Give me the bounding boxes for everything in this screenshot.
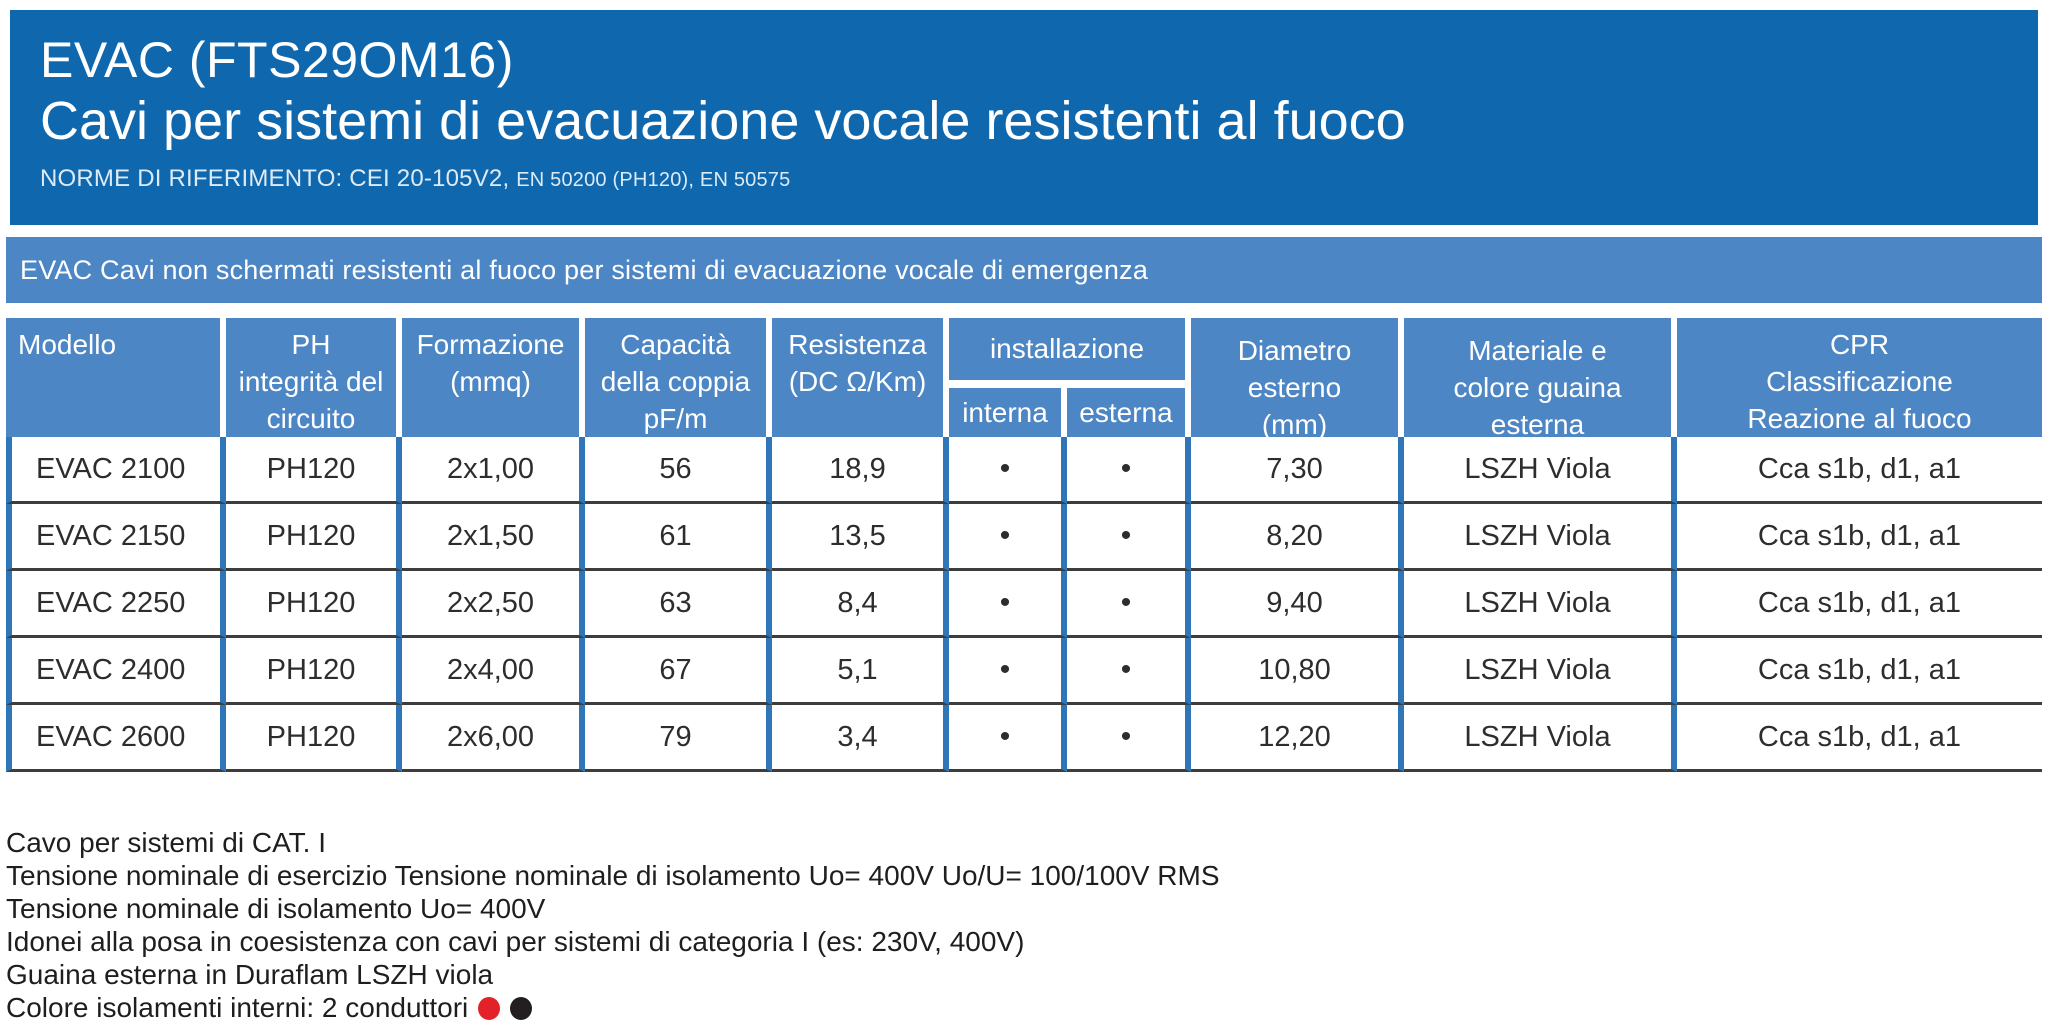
product-table: Modello PH integrità del circuito Formaz… [6, 318, 2042, 772]
cell-install-esterna: • [1067, 705, 1191, 772]
cell-sheath: LSZH Viola [1404, 638, 1677, 705]
cell-diameter: 8,20 [1191, 504, 1404, 571]
cell-cpr: Cca s1b, d1, a1 [1677, 571, 2042, 638]
cell-model: EVAC 2400 [6, 638, 226, 705]
cell-formation: 2x4,00 [402, 638, 585, 705]
black-conductor-dot [510, 997, 533, 1020]
table-row: EVAC 2100 PH120 2x1,00 56 18,9 • • 7,30 … [6, 437, 2042, 504]
installazione-subheaders: interna esterna [949, 388, 1185, 437]
series-banner: EVAC Cavi non schermati resistenti al fu… [6, 237, 2042, 303]
cell-sheath: LSZH Viola [1404, 705, 1677, 772]
cell-ph: PH120 [226, 504, 402, 571]
cell-sheath: LSZH Viola [1404, 571, 1677, 638]
cell-resistance: 5,1 [772, 638, 949, 705]
cell-cpr: Cca s1b, d1, a1 [1677, 437, 2042, 504]
cell-resistance: 3,4 [772, 705, 949, 772]
cell-install-interna: • [949, 705, 1067, 772]
cell-diameter: 10,80 [1191, 638, 1404, 705]
cell-install-interna: • [949, 571, 1067, 638]
col-header-modello: Modello [6, 318, 226, 437]
cell-ph: PH120 [226, 638, 402, 705]
cell-capacity: 56 [585, 437, 772, 504]
product-code-title: EVAC (FTS29OM16) [40, 32, 514, 88]
cell-capacity: 67 [585, 638, 772, 705]
col-header-materiale: Materiale e colore guaina esterna [1404, 318, 1677, 437]
col-header-ph: PH integrità del circuito [226, 318, 402, 437]
table-row: EVAC 2150 PH120 2x1,50 61 13,5 • • 8,20 … [6, 504, 2042, 571]
table-row: EVAC 2400 PH120 2x4,00 67 5,1 • • 10,80 … [6, 638, 2042, 705]
col-header-cpr: CPR Classificazione Reazione al fuoco [1677, 318, 2042, 437]
col-header-diametro: Diametro esterno (mm) [1191, 318, 1404, 437]
cell-model: EVAC 2250 [6, 571, 226, 638]
reference-norms: NORME DI RIFERIMENTO: CEI 20-105V2, EN 5… [40, 164, 2038, 195]
cell-formation: 2x6,00 [402, 705, 585, 772]
cell-resistance: 8,4 [772, 571, 949, 638]
col-header-esterna: esterna [1067, 388, 1185, 437]
table-row: EVAC 2250 PH120 2x2,50 63 8,4 • • 9,40 L… [6, 571, 2042, 638]
cell-install-interna: • [949, 638, 1067, 705]
reference-norms-main: NORME DI RIFERIMENTO: CEI 20-105V2, [40, 165, 510, 192]
footer-notes: Cavo per sistemi di CAT. I Tensione nomi… [6, 826, 1220, 1024]
cell-formation: 2x1,50 [402, 504, 585, 571]
cell-capacity: 61 [585, 504, 772, 571]
table-row: EVAC 2600 PH120 2x6,00 79 3,4 • • 12,20 … [6, 705, 2042, 772]
cell-capacity: 79 [585, 705, 772, 772]
cell-install-esterna: • [1067, 638, 1191, 705]
cell-model: EVAC 2150 [6, 504, 226, 571]
cell-formation: 2x1,00 [402, 437, 585, 504]
cell-install-esterna: • [1067, 571, 1191, 638]
cell-sheath: LSZH Viola [1404, 437, 1677, 504]
cell-ph: PH120 [226, 571, 402, 638]
col-header-interna: interna [949, 388, 1061, 437]
cell-model: EVAC 2100 [6, 437, 226, 504]
col-header-installazione-group: installazione interna esterna [949, 318, 1191, 437]
cell-install-esterna: • [1067, 504, 1191, 571]
cell-capacity: 63 [585, 571, 772, 638]
table-header-row: Modello PH integrità del circuito Formaz… [6, 318, 2042, 437]
col-header-resistenza: Resistenza (DC Ω/Km) [772, 318, 949, 437]
product-description-title: Cavi per sistemi di evacuazione vocale r… [40, 91, 1406, 151]
note-category: Cavo per sistemi di CAT. I [6, 827, 327, 858]
cell-cpr: Cca s1b, d1, a1 [1677, 705, 2042, 772]
cell-model: EVAC 2600 [6, 705, 226, 772]
cell-ph: PH120 [226, 705, 402, 772]
cell-resistance: 18,9 [772, 437, 949, 504]
cell-install-interna: • [949, 504, 1067, 571]
note-voltage-exercise: Tensione nominale di esercizio Tensione … [6, 860, 1220, 891]
note-sheath: Guaina esterna in Duraflam LSZH viola [6, 959, 494, 990]
cell-diameter: 9,40 [1191, 571, 1404, 638]
cell-cpr: Cca s1b, d1, a1 [1677, 638, 2042, 705]
note-insulation-colors: Colore isolamenti interni: 2 conduttori [6, 991, 1220, 1024]
cell-resistance: 13,5 [772, 504, 949, 571]
cell-diameter: 12,20 [1191, 705, 1404, 772]
page-header: EVAC (FTS29OM16) Cavi per sistemi di eva… [10, 10, 2038, 225]
col-header-installazione: installazione [949, 318, 1185, 380]
note-voltage-isolation: Tensione nominale di isolamento Uo= 400V [6, 893, 546, 924]
note-insulation-colors-text: Colore isolamenti interni: 2 conduttori [6, 992, 469, 1023]
col-header-formazione: Formazione (mmq) [402, 318, 585, 437]
red-conductor-dot [478, 997, 501, 1020]
cell-diameter: 7,30 [1191, 437, 1404, 504]
cell-install-esterna: • [1067, 437, 1191, 504]
cell-install-interna: • [949, 437, 1067, 504]
cell-ph: PH120 [226, 437, 402, 504]
cell-cpr: Cca s1b, d1, a1 [1677, 504, 2042, 571]
cell-formation: 2x2,50 [402, 571, 585, 638]
reference-norms-secondary: EN 50200 (PH120), EN 50575 [516, 169, 791, 191]
col-header-capacita: Capacità della coppia pF/m [585, 318, 772, 437]
note-coexistence: Idonei alla posa in coesistenza con cavi… [6, 926, 1025, 957]
cell-sheath: LSZH Viola [1404, 504, 1677, 571]
